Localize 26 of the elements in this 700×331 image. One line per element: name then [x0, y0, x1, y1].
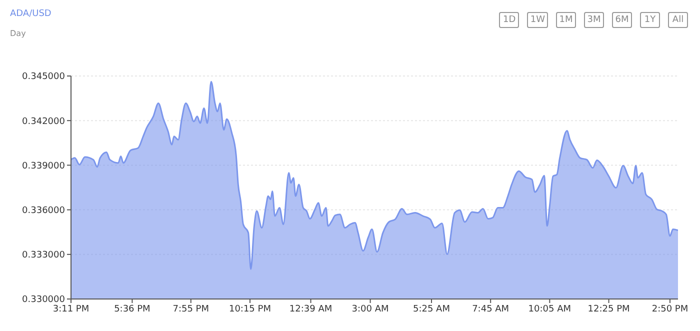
chart-subtitle: Day — [10, 29, 26, 38]
x-tick-label: 7:55 PM — [172, 304, 210, 314]
text: 1W — [527, 12, 548, 28]
text: 3M — [584, 12, 604, 28]
text: 1Y — [640, 12, 660, 28]
x-tick-label: 10:15 PM — [228, 304, 271, 314]
text: 1M — [556, 12, 576, 28]
text: All — [668, 12, 688, 28]
x-tick-label: 3:11 PM — [52, 304, 90, 314]
y-tick-label: 0.330000 — [22, 295, 66, 306]
x-tick-label: 3:00 AM — [352, 304, 389, 314]
y-tick-label: 0.345000 — [22, 72, 66, 82]
text: 6M — [612, 12, 632, 28]
chart-title: ADA/USD — [10, 9, 52, 19]
y-tick-label: 0.336000 — [22, 206, 66, 216]
y-tick-label: 0.342000 — [22, 116, 66, 127]
x-tick-label: 5:36 PM — [114, 304, 150, 314]
x-tick-label: 12:39 AM — [289, 304, 332, 314]
y-tick-label: 0.333000 — [22, 250, 66, 261]
x-tick-label: 2:50 PM — [652, 304, 688, 314]
x-tick-label: 7:45 AM — [472, 304, 510, 314]
text: 1D — [499, 12, 520, 28]
y-tick-label: 0.339000 — [22, 161, 66, 172]
x-tick-label: 5:25 AM — [412, 304, 450, 314]
x-tick-label: 10:05 AM — [528, 304, 572, 314]
x-tick-label: 12:25 PM — [588, 304, 630, 314]
